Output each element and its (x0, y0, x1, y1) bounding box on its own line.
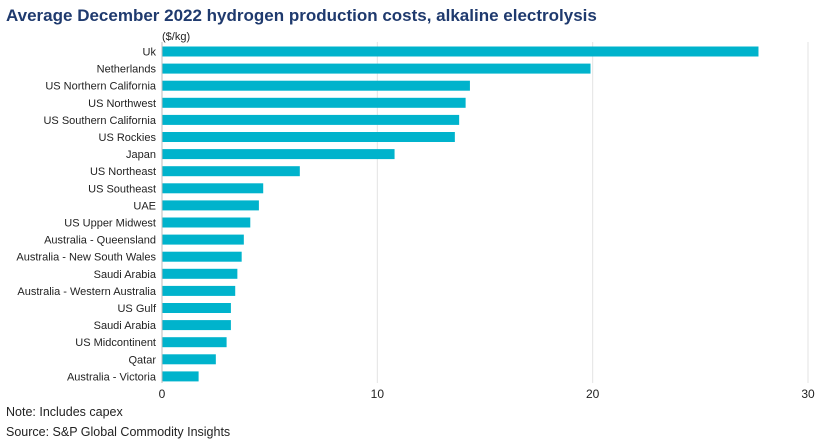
category-label: US Midcontinent (75, 337, 156, 349)
x-tick-label: 20 (586, 387, 600, 401)
bar (162, 268, 238, 279)
category-label: US Southeast (88, 183, 156, 195)
bar (162, 132, 455, 142)
bar (162, 337, 227, 348)
chart-source: Source: S&P Global Commodity Insights (6, 425, 231, 439)
category-label: Saudi Arabia (94, 320, 157, 332)
bar (162, 46, 759, 57)
category-label: US Gulf (117, 303, 156, 315)
bar (162, 303, 231, 313)
category-label: US Northeast (90, 166, 156, 178)
bar (162, 354, 216, 365)
category-label: US Northern California (45, 81, 157, 93)
bar (162, 285, 236, 296)
x-tick-label: 10 (371, 387, 385, 401)
bar (162, 200, 259, 211)
category-label: Qatar (128, 354, 156, 366)
bar (162, 251, 242, 262)
category-label: Australia - Western Australia (17, 286, 156, 298)
category-label: Netherlands (97, 64, 157, 76)
category-label: Australia - Queensland (44, 235, 156, 247)
bar (162, 80, 470, 91)
bar (162, 114, 460, 125)
chart-note: Note: Includes capex (6, 405, 123, 419)
unit-label: ($/kg) (162, 31, 191, 43)
category-label: Uk (143, 47, 157, 59)
category-label: US Rockies (99, 132, 157, 144)
category-label: US Northwest (88, 98, 156, 110)
bar (162, 166, 300, 177)
chart-title: Average December 2022 hydrogen productio… (6, 6, 597, 25)
bar (162, 320, 231, 331)
category-label: Japan (126, 149, 156, 161)
category-label: US Upper Midwest (64, 218, 156, 230)
x-tick-label: 30 (801, 387, 815, 401)
bar (162, 183, 264, 194)
category-label: Australia - New South Wales (16, 252, 156, 264)
category-label: US Southern California (43, 115, 156, 127)
bar (162, 217, 251, 228)
bar (162, 97, 466, 108)
bar (162, 149, 395, 160)
bar (162, 63, 591, 74)
bar (162, 371, 199, 382)
category-label: Saudi Arabia (94, 269, 157, 281)
category-label: Australia - Victoria (67, 371, 157, 383)
category-label: UAE (133, 200, 156, 212)
bar (162, 234, 244, 245)
x-tick-label: 0 (159, 387, 166, 401)
